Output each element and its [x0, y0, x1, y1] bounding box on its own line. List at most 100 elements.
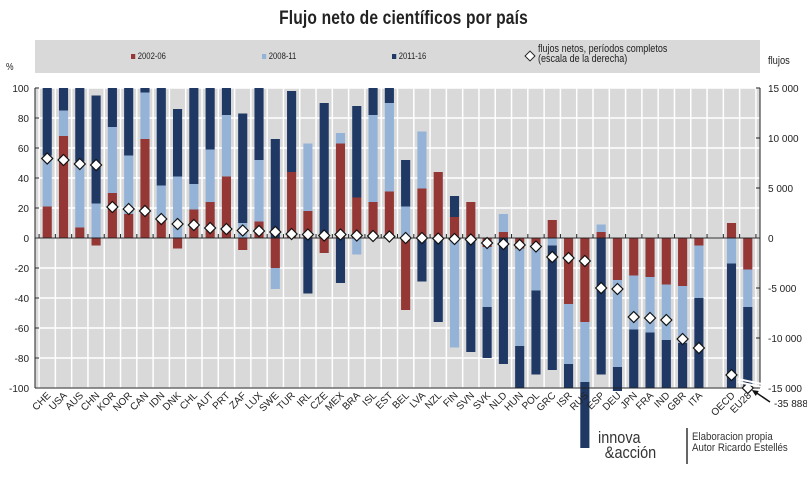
net-flow-marker-ZAF: [236, 224, 250, 237]
net-flow-marker-NLD: [497, 237, 510, 251]
bar-2002-06-EU28: [743, 238, 753, 270]
legend: 2002-06 2008-11 2011-16 flujos netos, pe…: [35, 40, 760, 73]
bar-2011-16-ISL: [368, 88, 378, 115]
bar-2011-16-CHL: [189, 88, 199, 184]
legend-label: flujos netos, períodos completos: [538, 43, 668, 55]
right-axis-unit: flujos: [768, 55, 790, 67]
legend-label: 2008-11: [268, 51, 297, 61]
bar-2011-16-IRL: [303, 238, 313, 294]
bar-2011-16-KOR: [107, 88, 117, 127]
logo: innova &acción: [598, 428, 656, 461]
bar-2008-11-FRA: [645, 277, 655, 333]
bar-2008-11-CHL: [189, 184, 199, 210]
bar-2011-16-LVA: [417, 238, 427, 282]
bar-2002-06-FRA: [645, 238, 655, 277]
net-flow-marker-AUS: [73, 157, 87, 171]
bar-2008-11-PRT: [221, 115, 231, 177]
legend-label: 2002-06: [137, 51, 166, 61]
bar-2002-06-DEU: [612, 238, 623, 280]
bar-2008-11-USA: [58, 110, 69, 136]
net-flow-marker-GRC: [545, 250, 559, 264]
legend-swatch-2011-16: [392, 53, 397, 59]
bar-2002-06-AUT: [205, 202, 215, 238]
bar-2002-06-SWE: [270, 238, 280, 268]
bar-2011-16-FIN: [449, 196, 460, 217]
y-tick-label-left: 100: [12, 84, 29, 95]
net-flow-marker-USA: [57, 153, 70, 167]
bar-2011-16-CHN: [91, 95, 101, 204]
bar-2008-11-DNK: [172, 176, 183, 238]
net-flow-marker-LVA: [415, 231, 429, 245]
y-tick-label-left: 80: [18, 114, 30, 125]
bar-2011-16-NLD: [498, 238, 508, 364]
left-axis-unit: %: [6, 62, 14, 73]
x-tick-label: BRA: [341, 390, 364, 413]
bar-2008-11-ISR: [564, 304, 574, 364]
bar-2011-16-IDN: [156, 88, 166, 186]
bar-2002-06-NLD: [498, 232, 508, 238]
y-tick-label-right: -5 000: [768, 284, 797, 295]
bar-2011-16-GBR: [678, 343, 688, 388]
bar-2011-16-RUS: [580, 382, 590, 448]
bar-2002-06-CHN: [91, 238, 101, 246]
axis-break-mark: [737, 378, 763, 385]
bar-2008-11-GBR: [678, 286, 688, 343]
bar-2002-06-TUR: [287, 172, 297, 238]
bar-2011-16-NOR: [124, 88, 134, 156]
y-tick-label-left: 20: [18, 204, 30, 215]
net-flow-marker-CHL: [187, 218, 201, 232]
bar-2011-16-AUT: [205, 88, 215, 150]
bar-2011-16-USA: [58, 88, 69, 111]
bar-2002-06-BRA: [352, 197, 362, 238]
net-flow-marker-NOR: [122, 202, 136, 216]
bar-2008-11-NOR: [124, 155, 134, 214]
logo-line1: innova: [598, 428, 641, 447]
net-flow-marker-BRA: [350, 229, 364, 242]
y-tick-label-right: -10 000: [768, 334, 802, 345]
y-tick-label-right: 10 000: [768, 134, 799, 145]
bar-2002-06-IND: [661, 238, 671, 285]
bar-2011-16-MEX: [335, 238, 346, 283]
bar-2011-16-FRA: [645, 332, 655, 388]
bar-2011-16-HUN: [515, 346, 525, 388]
x-tick-label: ITA: [687, 390, 705, 408]
bar-2008-11-BEL: [401, 206, 411, 238]
bar-2008-11-OECD: [726, 238, 737, 264]
bar-2002-06-SVN: [466, 202, 476, 238]
net-flow-marker-POL: [529, 240, 543, 253]
bar-2008-11-LUX: [254, 160, 264, 222]
bar-2008-11-SVK: [482, 247, 492, 307]
bar-2002-06-PRT: [221, 176, 231, 238]
bar-2002-06-CZE: [319, 238, 329, 253]
bar-2008-11-MEX: [335, 133, 346, 144]
y-tick-label-left: 60: [18, 144, 30, 155]
bar-2011-16-POL: [531, 290, 541, 375]
bar-2002-06-DNK: [172, 238, 183, 249]
bar-2008-11-IRL: [303, 143, 313, 211]
net-flow-marker-MEX: [334, 228, 347, 241]
bar-2002-06-NOR: [124, 214, 134, 238]
axis-break-mark: [737, 381, 763, 388]
net-flow-marker-IRL: [301, 228, 315, 241]
y-tick-label-left: -80: [15, 354, 30, 365]
legend-label: 2011-16: [398, 51, 427, 61]
bar-2011-16-JPN: [629, 329, 639, 388]
bar-2002-06-BEL: [401, 238, 411, 310]
net-flow-marker-CZE: [317, 229, 331, 242]
bar-2002-06-EST: [384, 191, 394, 238]
net-flow-marker-DNK: [171, 217, 184, 231]
annotation-label: -35 888: [774, 399, 807, 410]
bar-2008-11-SWE: [270, 268, 280, 289]
bar-2002-06-MEX: [335, 143, 346, 238]
bar-2008-11-FIN: [449, 238, 460, 348]
legend-swatch-2002-06: [131, 53, 136, 59]
bar-2008-11-JPN: [629, 275, 639, 330]
net-flow-marker-ISL: [366, 229, 380, 243]
bar-2008-11-DEU: [612, 280, 623, 367]
bar-2011-16-GRC: [547, 245, 557, 370]
bar-2008-11-LVA: [417, 131, 427, 189]
net-flow-marker-EST: [383, 230, 396, 243]
bar-2008-11-GRC: [547, 238, 557, 246]
y-tick-label-left: -100: [9, 384, 29, 395]
bar-2002-06-OECD: [726, 223, 737, 238]
